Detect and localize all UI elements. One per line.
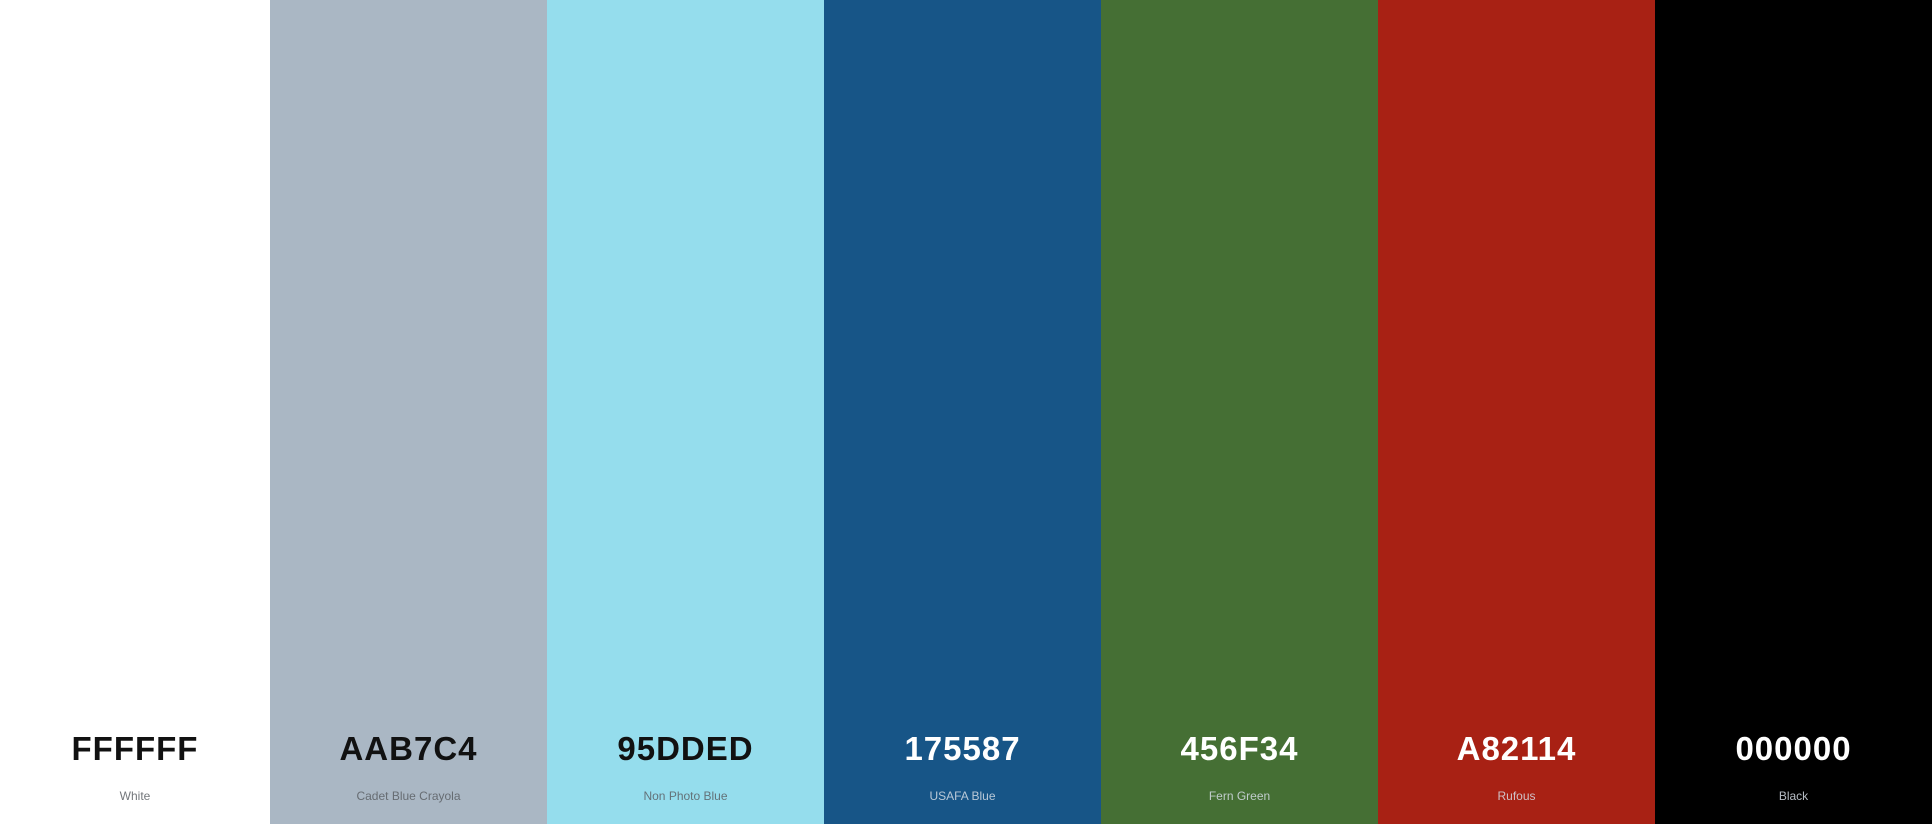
swatch-fern-green[interactable]: 456F34 Fern Green [1101, 0, 1378, 824]
swatch-color-name: Black [1778, 789, 1809, 803]
swatch-hex-code: AAB7C4 [339, 730, 478, 767]
swatch-color-name: Rufous [1497, 789, 1536, 803]
swatch-hex-code: 175587 [904, 730, 1021, 767]
swatch-color-name: Cadet Blue Crayola [356, 789, 461, 803]
swatch-white[interactable]: FFFFFF White [0, 0, 270, 824]
swatch-rufous[interactable]: A82114 Rufous [1378, 0, 1655, 824]
swatch-color-name: Fern Green [1208, 789, 1271, 803]
swatch-hex-code: FFFFFF [71, 730, 199, 767]
swatch-non-photo-blue[interactable]: 95DDED Non Photo Blue [547, 0, 824, 824]
swatch-black[interactable]: 000000 Black [1655, 0, 1932, 824]
swatch-hex-code: 456F34 [1180, 730, 1299, 767]
swatch-hex-code: A82114 [1456, 730, 1577, 767]
swatch-hex-code: 95DDED [617, 730, 754, 767]
swatch-hex-code: 000000 [1735, 730, 1852, 767]
swatch-usafa-blue[interactable]: 175587 USAFA Blue [824, 0, 1101, 824]
swatch-color-name: Non Photo Blue [643, 789, 728, 803]
swatch-color-name: USAFA Blue [929, 789, 996, 803]
swatch-color-name: White [119, 789, 151, 803]
swatch-cadet-blue-crayola[interactable]: AAB7C4 Cadet Blue Crayola [270, 0, 547, 824]
